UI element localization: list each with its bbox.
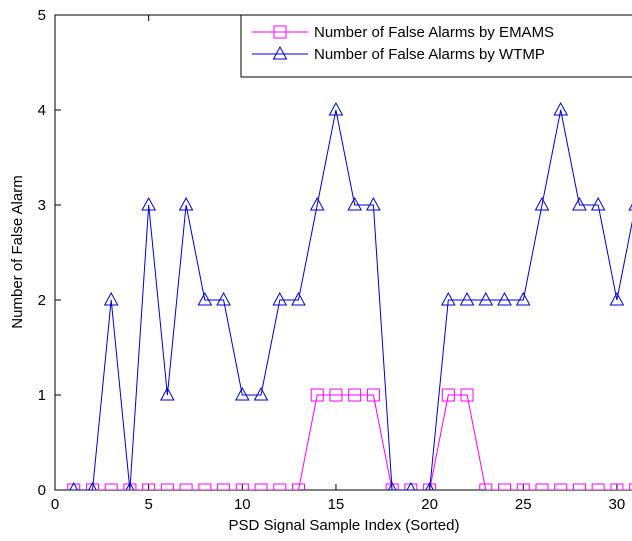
data-point (88, 481, 97, 490)
data-point (160, 386, 175, 401)
data-point (216, 291, 231, 306)
x-tick-label: 0 (51, 496, 59, 513)
x-tick-label: 10 (234, 496, 251, 513)
data-point (160, 483, 174, 490)
data-point (179, 483, 193, 490)
y-tick-label: 2 (38, 292, 46, 309)
data-point (479, 483, 493, 490)
data-point (328, 101, 344, 116)
y-tick-label: 4 (38, 102, 46, 119)
data-point (460, 388, 474, 402)
data-point (309, 196, 325, 211)
legend-label: Number of False Alarms by WTMP (314, 46, 545, 63)
data-point (178, 196, 194, 211)
data-point (254, 483, 268, 490)
data-point (610, 483, 624, 490)
data-point (291, 483, 305, 490)
data-point (197, 291, 213, 306)
data-point (516, 483, 530, 490)
x-tick-label: 15 (328, 496, 345, 513)
y-tick-label: 1 (38, 387, 46, 404)
data-point (272, 291, 288, 306)
legend-box (240, 14, 632, 78)
data-point (125, 481, 135, 490)
data-point (440, 291, 456, 306)
data-point (142, 483, 156, 490)
data-point (104, 483, 118, 490)
y-tick-label: 5 (38, 7, 46, 24)
data-point (609, 291, 625, 306)
data-point (553, 101, 569, 116)
data-point (69, 481, 79, 490)
data-point (141, 196, 156, 211)
data-point (253, 386, 269, 401)
data-point (498, 483, 512, 490)
x-tick-label: 5 (144, 496, 152, 513)
data-point (554, 483, 568, 490)
legend-label: Number of False Alarms by EMAMS (314, 24, 554, 41)
y-axis-label: Number of False Alarm (9, 175, 26, 328)
data-point (572, 483, 586, 490)
legend-marker (272, 45, 288, 60)
data-point (329, 388, 343, 402)
data-point (441, 388, 455, 402)
legend-marker (273, 25, 287, 39)
y-tick-label: 3 (38, 197, 46, 214)
data-point (235, 483, 249, 490)
data-point (590, 196, 606, 211)
data-point (535, 483, 549, 490)
data-point (515, 291, 531, 306)
data-point (534, 196, 550, 211)
data-point (591, 483, 605, 490)
series-line (73, 109, 632, 490)
data-point (366, 196, 381, 211)
data-point (572, 196, 587, 211)
data-point (273, 483, 287, 490)
data-point (310, 388, 324, 402)
data-point (291, 291, 306, 306)
y-tick-label: 0 (38, 482, 46, 499)
data-point (478, 291, 494, 306)
data-point (103, 291, 119, 306)
series-wtmp (69, 101, 632, 490)
x-axis-label: PSD Signal Sample Index (Sorted) (229, 517, 460, 534)
data-point (425, 481, 434, 490)
data-point (234, 386, 250, 401)
data-point (497, 291, 512, 306)
data-point (387, 481, 397, 490)
x-tick-label: 30 (609, 496, 626, 513)
data-point (347, 196, 363, 211)
x-tick-label: 25 (515, 496, 532, 513)
series-line (73, 394, 632, 490)
plot-area (54, 14, 632, 491)
x-tick-label: 20 (421, 496, 438, 513)
data-point (366, 388, 380, 402)
legend: Number of False Alarms by EMAMS Number of… (240, 14, 632, 78)
data-point (406, 481, 416, 490)
data-point (217, 483, 231, 490)
data-point (459, 291, 475, 306)
data-point (348, 388, 362, 402)
data-point (198, 483, 212, 490)
